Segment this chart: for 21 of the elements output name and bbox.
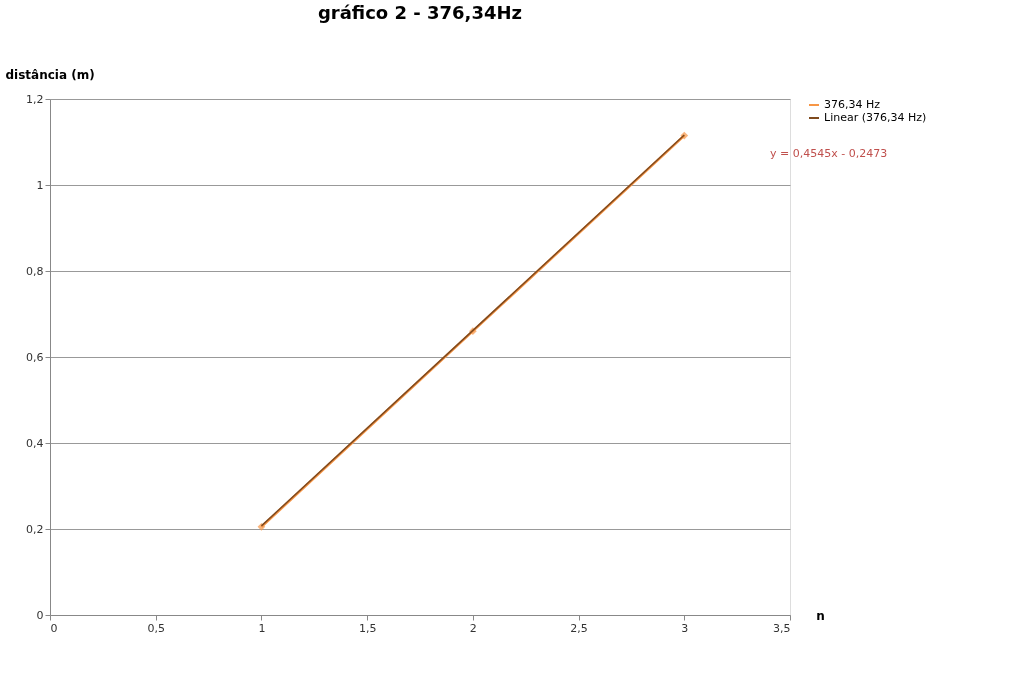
- x-tick-label: 1: [258, 621, 266, 635]
- y-tick-label: 0,4: [26, 436, 44, 450]
- y-axis-title: distância (m): [5, 67, 95, 82]
- x-tick-label: 3: [681, 621, 689, 635]
- x-tick-label: 2,5: [570, 621, 588, 635]
- y-tick-label: 0,6: [26, 350, 44, 364]
- chart-title: gráfico 2 - 376,34Hz: [317, 2, 523, 23]
- x-axis-title: n: [816, 608, 825, 623]
- y-tick-label: 1: [36, 178, 44, 192]
- x-tick-label: 2: [469, 621, 477, 635]
- x-tick-label: 0: [50, 621, 58, 635]
- x-tick-label: 3,5: [773, 621, 791, 635]
- x-tick-label: 1,5: [358, 621, 377, 635]
- annotation: y = 0,4545x - 0,2473: [770, 147, 888, 160]
- y-tick-label: 0: [36, 608, 44, 622]
- x-tick-label: 0,5: [147, 621, 165, 635]
- legend-label: 376,34 Hz: [824, 98, 881, 111]
- y-tick-label: 0,8: [26, 264, 44, 278]
- y-tick-label: 1,2: [26, 92, 44, 106]
- legend-label: Linear (376,34 Hz): [824, 111, 927, 124]
- y-tick-label: 0,2: [26, 522, 44, 536]
